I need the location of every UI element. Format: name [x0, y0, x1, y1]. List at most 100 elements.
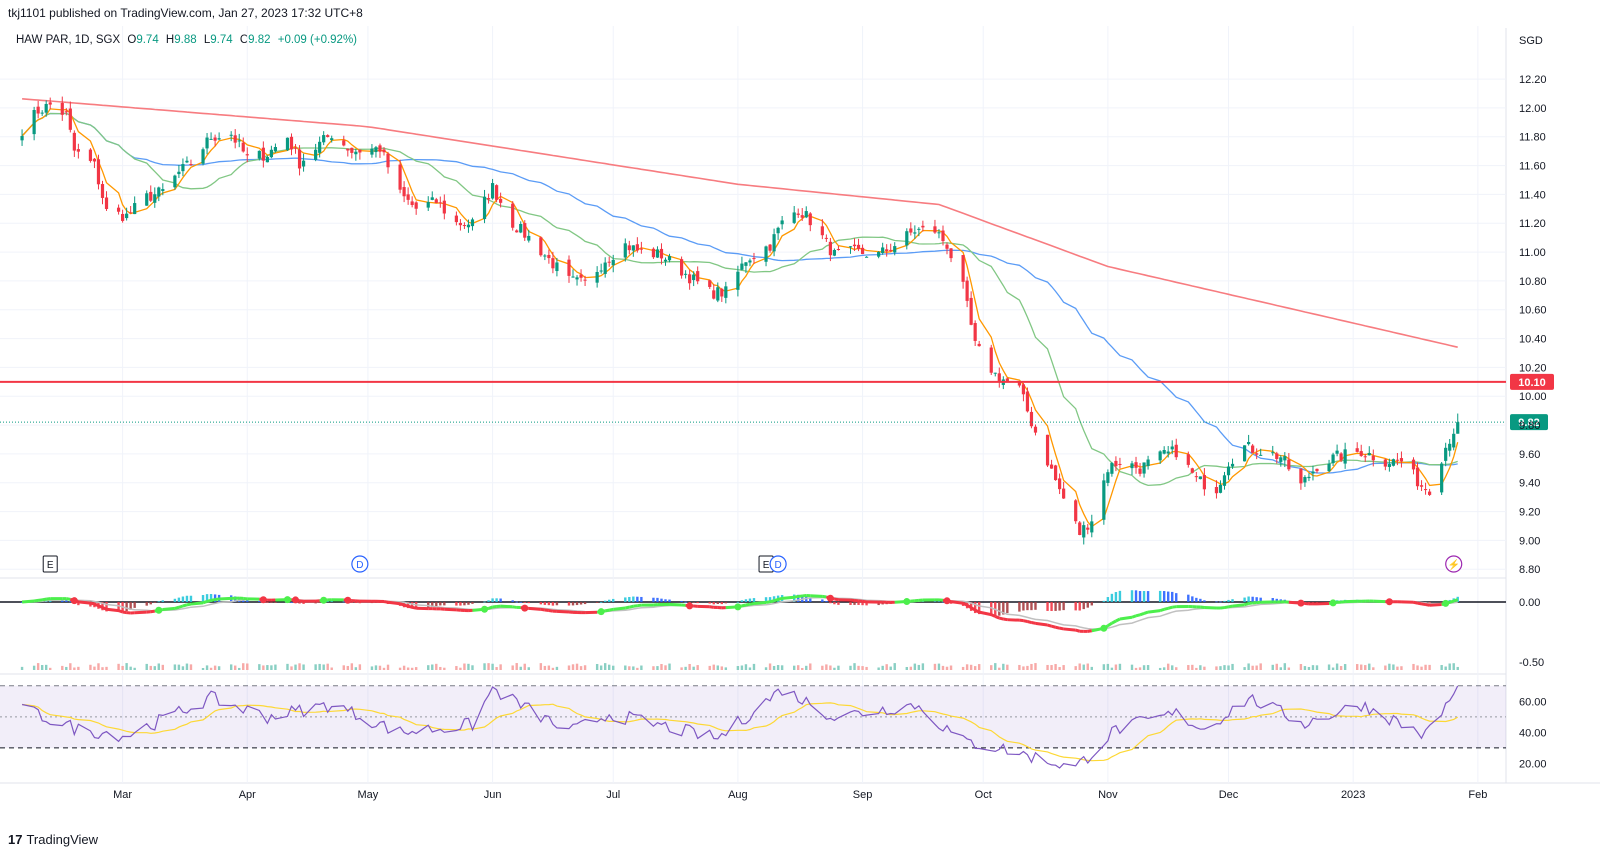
candle-body	[1158, 451, 1162, 461]
candle-body	[68, 108, 72, 130]
candle-body	[905, 231, 909, 246]
volume-bar	[61, 665, 64, 670]
candle-body	[1194, 476, 1198, 478]
candle-body	[511, 203, 515, 228]
candle-body	[852, 244, 857, 247]
horizontal-line-10-10[interactable]: 10.10 9.82	[0, 373, 1554, 431]
volume-bar	[1114, 664, 1118, 670]
volume-bar	[1251, 665, 1254, 670]
candle-body	[1283, 456, 1287, 461]
macd-histogram-bar	[977, 602, 981, 615]
candle-body	[326, 135, 330, 138]
volume-bar	[1388, 663, 1391, 670]
macd-histogram-bar	[326, 601, 329, 602]
volume-bar	[1074, 666, 1077, 670]
candle-body	[358, 149, 362, 153]
macd-line-segment	[544, 608, 550, 612]
macd-histogram-bar	[181, 596, 185, 602]
candle-body	[470, 219, 475, 227]
macd-histogram-bar	[998, 602, 1001, 616]
candle-body	[768, 244, 772, 251]
candle-body	[125, 213, 129, 219]
volume-bar	[410, 667, 414, 670]
macd-line-segment	[190, 601, 204, 606]
volume-bar	[1368, 663, 1371, 670]
tradingview-logo[interactable]: 17 TradingView	[8, 832, 98, 847]
volume-bar	[555, 666, 559, 670]
volume-bar	[1452, 663, 1455, 670]
macd-histogram-bar	[889, 602, 892, 604]
candle-body	[1062, 488, 1066, 499]
candle-body	[893, 246, 897, 253]
volume-bar	[1130, 664, 1134, 670]
volume-bar	[809, 663, 812, 670]
volume-bar	[1142, 665, 1146, 670]
macd-line-segment	[741, 603, 747, 608]
candle-body	[273, 146, 278, 152]
macd-histogram-bar	[1171, 591, 1174, 602]
macd-line-segment	[998, 616, 1004, 621]
chart-canvas[interactable]: 10.10 9.82 SGD 12.20 12.00 11.80 11.60 11.40 11…	[0, 0, 1600, 830]
price-tick-label: 11.60	[1519, 161, 1546, 173]
candle-body	[804, 211, 808, 218]
candle-body	[434, 199, 438, 203]
volume-bar	[177, 664, 181, 670]
macd-histogram-bar	[1259, 597, 1262, 602]
macd-histogram-bar	[519, 601, 522, 603]
volume-bar	[414, 667, 418, 670]
macd-histogram-bar	[941, 601, 945, 603]
macd-histogram-bar	[1158, 590, 1162, 602]
macd-line-segment	[1059, 626, 1064, 631]
candle-body	[1327, 463, 1331, 472]
volume-bar	[547, 665, 551, 670]
macd-histogram-bar	[809, 597, 812, 602]
macd-line-segment	[1167, 605, 1173, 610]
candle-body	[655, 249, 660, 258]
volume-bar	[977, 664, 981, 670]
candle-body	[1415, 467, 1420, 487]
volume-bar	[889, 666, 892, 670]
candle-body	[1367, 453, 1371, 456]
volume-bar	[1420, 666, 1423, 670]
volume-bar	[1360, 664, 1363, 670]
candle-body	[543, 255, 547, 257]
macd-histogram-bar	[571, 602, 575, 606]
macd-histogram-bar	[177, 597, 181, 602]
candle-body	[1033, 426, 1038, 433]
candle-body	[1130, 463, 1134, 469]
candle-body	[1303, 477, 1307, 483]
price-tick-label: 12.20	[1519, 74, 1547, 86]
macd-histogram-bar	[1247, 596, 1250, 602]
candle-body	[832, 249, 837, 256]
macd-histogram-bar	[1082, 602, 1085, 610]
macd-line-segment	[810, 594, 823, 598]
macd-line-segment	[500, 604, 513, 609]
volume-bar	[575, 663, 579, 670]
candle-body	[969, 297, 973, 325]
macd-histogram-bar	[724, 602, 728, 604]
macd-histogram-bar	[853, 602, 856, 605]
candle-body	[1243, 445, 1247, 462]
volume-bar	[467, 663, 470, 670]
candle-body	[860, 247, 865, 255]
candle-body	[772, 234, 776, 252]
symbol-name[interactable]: HAW PAR, 1D, SGX	[16, 34, 121, 46]
volume-bar	[427, 665, 430, 670]
macd-line-segment	[633, 604, 638, 608]
macd-histogram-bar	[652, 597, 655, 602]
volume-bar	[833, 667, 836, 670]
price-axis[interactable]: SGD 12.20 12.00 11.80 11.60 11.40 11.20 11.00 10…	[1519, 35, 1547, 770]
macd-histogram-bar	[736, 601, 740, 603]
volume-bar	[1283, 663, 1287, 670]
candle-body	[189, 164, 193, 166]
macd-histogram-bar	[483, 601, 486, 603]
volume-bar	[125, 663, 128, 670]
time-axis[interactable]: Mar Apr May Jun Jul Aug Sep Oct Nov Dec 2023 Feb	[113, 789, 1487, 801]
volume-bar	[857, 665, 860, 670]
candle-body	[499, 198, 503, 203]
volume-bar	[201, 667, 205, 670]
macd-histogram-bar	[1006, 602, 1009, 614]
candle-body	[824, 237, 828, 239]
macd-line-segment	[1075, 628, 1081, 633]
macd-histogram-bar	[1231, 599, 1234, 602]
